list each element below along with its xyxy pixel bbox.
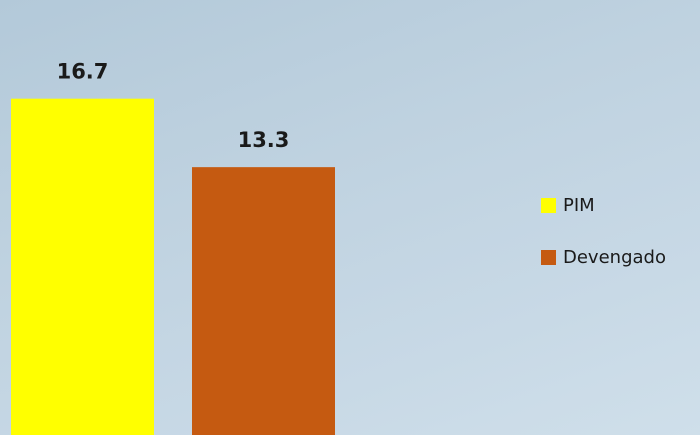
data-label-pim: 16.7 (57, 60, 109, 84)
data-labels-group: 16.7 13.3 (57, 60, 290, 152)
legend-label-pim: PIM (563, 194, 595, 216)
bar-pim (11, 98, 154, 435)
legend-swatch-pim (541, 197, 556, 213)
data-label-devengado: 13.3 (238, 128, 290, 152)
bars-group (11, 98, 335, 435)
legend-item-pim: PIM (541, 192, 700, 218)
legend: PIM Devengado (541, 192, 700, 296)
legend-swatch-devengado (541, 249, 556, 265)
legend-label-devengado: Devengado (563, 246, 666, 268)
bar-devengado (192, 167, 335, 435)
legend-item-devengado: Devengado (541, 244, 700, 270)
